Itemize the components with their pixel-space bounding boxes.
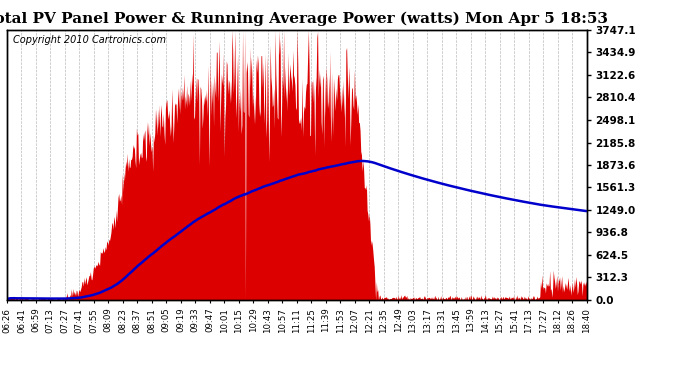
Text: Total PV Panel Power & Running Average Power (watts) Mon Apr 5 18:53: Total PV Panel Power & Running Average P… — [0, 11, 608, 26]
Text: Copyright 2010 Cartronics.com: Copyright 2010 Cartronics.com — [12, 35, 166, 45]
